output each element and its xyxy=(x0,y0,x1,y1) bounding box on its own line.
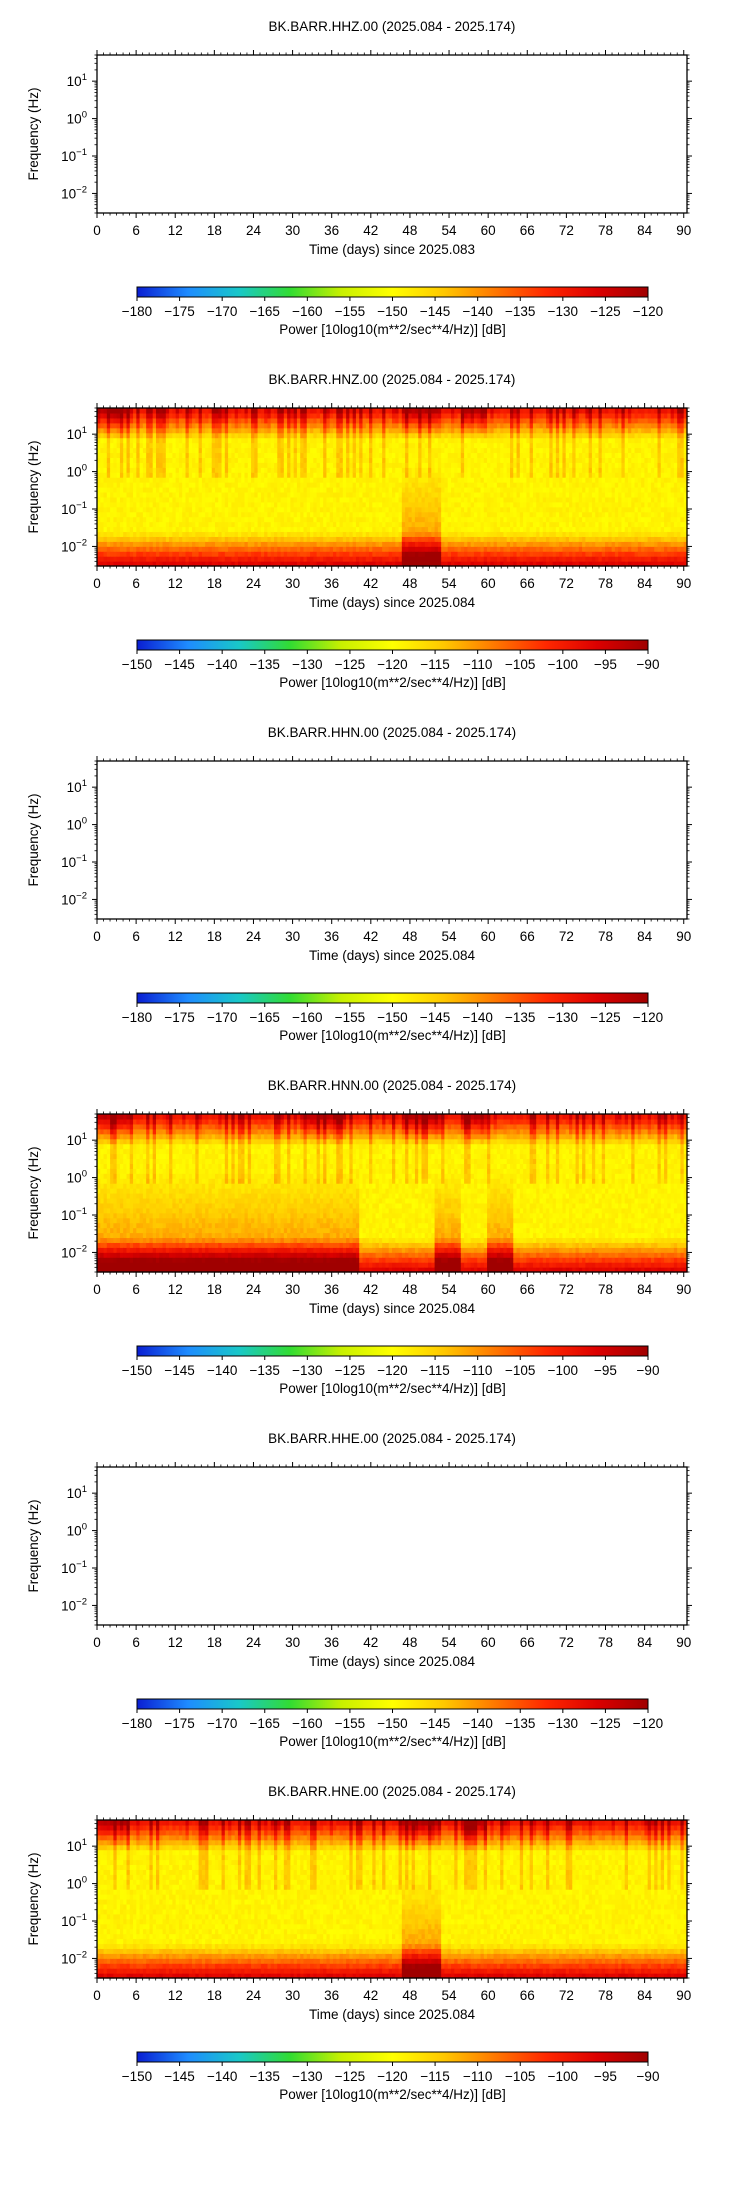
x-tick-label: 78 xyxy=(598,223,613,238)
colorbar-tick-label: −140 xyxy=(462,304,492,319)
x-tick-label: 30 xyxy=(285,223,300,238)
x-tick-label: 42 xyxy=(363,223,378,238)
x-tick-label: 6 xyxy=(132,223,140,238)
chart-title: BK.BARR.HHZ.00 (2025.084 - 2025.174) xyxy=(269,19,516,34)
y-axis-label: Frequency (Hz) xyxy=(26,87,41,180)
colorbar-tick-label: −145 xyxy=(420,304,450,319)
y-tick-base: 10 xyxy=(67,112,82,127)
spectrogram-heatmap xyxy=(97,408,688,567)
colorbar-tick-label: −135 xyxy=(505,304,535,319)
y-tick-exp: −2 xyxy=(76,184,87,195)
y-tick-label: 10−1 xyxy=(61,147,87,164)
spectrogram-stack: BK.BARR.HHZ.00 (2025.084 - 2025.174)0612… xyxy=(0,0,750,2197)
y-tick-exp: 1 xyxy=(82,72,87,83)
colorbar-tick-label: −160 xyxy=(292,304,322,319)
y-tick-base: 10 xyxy=(67,74,82,89)
x-tick-label: 24 xyxy=(246,223,262,238)
x-tick-label: 36 xyxy=(324,223,339,238)
plot-frame xyxy=(97,55,687,213)
colorbar-tick-label: −180 xyxy=(122,304,152,319)
x-tick-label: 72 xyxy=(559,223,574,238)
x-tick-label: 84 xyxy=(637,223,653,238)
y-tick-exp: −1 xyxy=(76,147,87,158)
colorbar-label: Power [10log10(m**2/sec**4/Hz)] [dB] xyxy=(279,322,506,337)
colorbar-tick-label: −120 xyxy=(633,304,663,319)
x-tick-label: 48 xyxy=(402,223,417,238)
x-tick-label: 0 xyxy=(93,223,101,238)
colorbar-tick-label: −130 xyxy=(548,304,578,319)
y-tick-base: 10 xyxy=(61,186,76,201)
colorbar-tick-label: −175 xyxy=(164,304,194,319)
x-tick-label: 90 xyxy=(676,223,691,238)
chart-title: BK.BARR.HNZ.00 (2025.084 - 2025.174) xyxy=(269,372,516,387)
y-tick-label: 10−2 xyxy=(61,184,87,201)
x-axis-label: Time (days) since 2025.083 xyxy=(309,242,475,257)
y-tick-label: 101 xyxy=(67,72,87,89)
colorbar-tick-label: −155 xyxy=(335,304,365,319)
x-tick-label: 66 xyxy=(520,223,535,238)
spectrogram-figure: BK.BARR.HHZ.00 (2025.084 - 2025.174)0612… xyxy=(0,0,750,2197)
x-tick-label: 54 xyxy=(442,223,458,238)
y-tick-label: 100 xyxy=(67,110,87,127)
colorbar-tick-label: −125 xyxy=(590,304,620,319)
y-tick-base: 10 xyxy=(61,149,76,164)
y-tick-exp: 0 xyxy=(82,110,87,121)
x-tick-label: 60 xyxy=(481,223,496,238)
colorbar-tick-label: −170 xyxy=(207,304,237,319)
x-tick-label: 18 xyxy=(207,223,222,238)
x-tick-label: 12 xyxy=(168,223,183,238)
colorbar xyxy=(137,287,648,297)
colorbar-tick-label: −150 xyxy=(377,304,407,319)
colorbar-tick-label: −165 xyxy=(250,304,280,319)
